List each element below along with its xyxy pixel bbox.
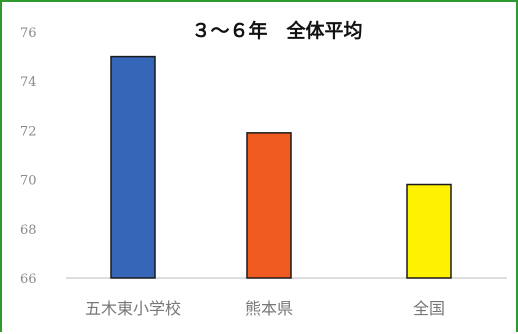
y-tick-label: 76 [20, 26, 37, 41]
y-tick-label: 68 [20, 223, 37, 238]
y-tick-label: 72 [20, 124, 37, 139]
y-tick-labels: 66 68 70 72 74 76 [20, 26, 37, 287]
y-tick-label: 70 [20, 174, 37, 189]
chart-title: ３～６年 全体平均 [191, 19, 362, 42]
bar [246, 132, 292, 279]
category-label: 熊本県 [245, 299, 293, 318]
bar [110, 55, 156, 279]
category-label: 五木東小学校 [85, 299, 181, 318]
bar [406, 183, 452, 279]
y-tick-label: 66 [20, 272, 37, 287]
bars [110, 55, 452, 279]
y-tick-label: 74 [20, 75, 37, 90]
category-label: 全国 [413, 299, 445, 318]
category-labels: 五木東小学校 熊本県 全国 [85, 299, 445, 318]
